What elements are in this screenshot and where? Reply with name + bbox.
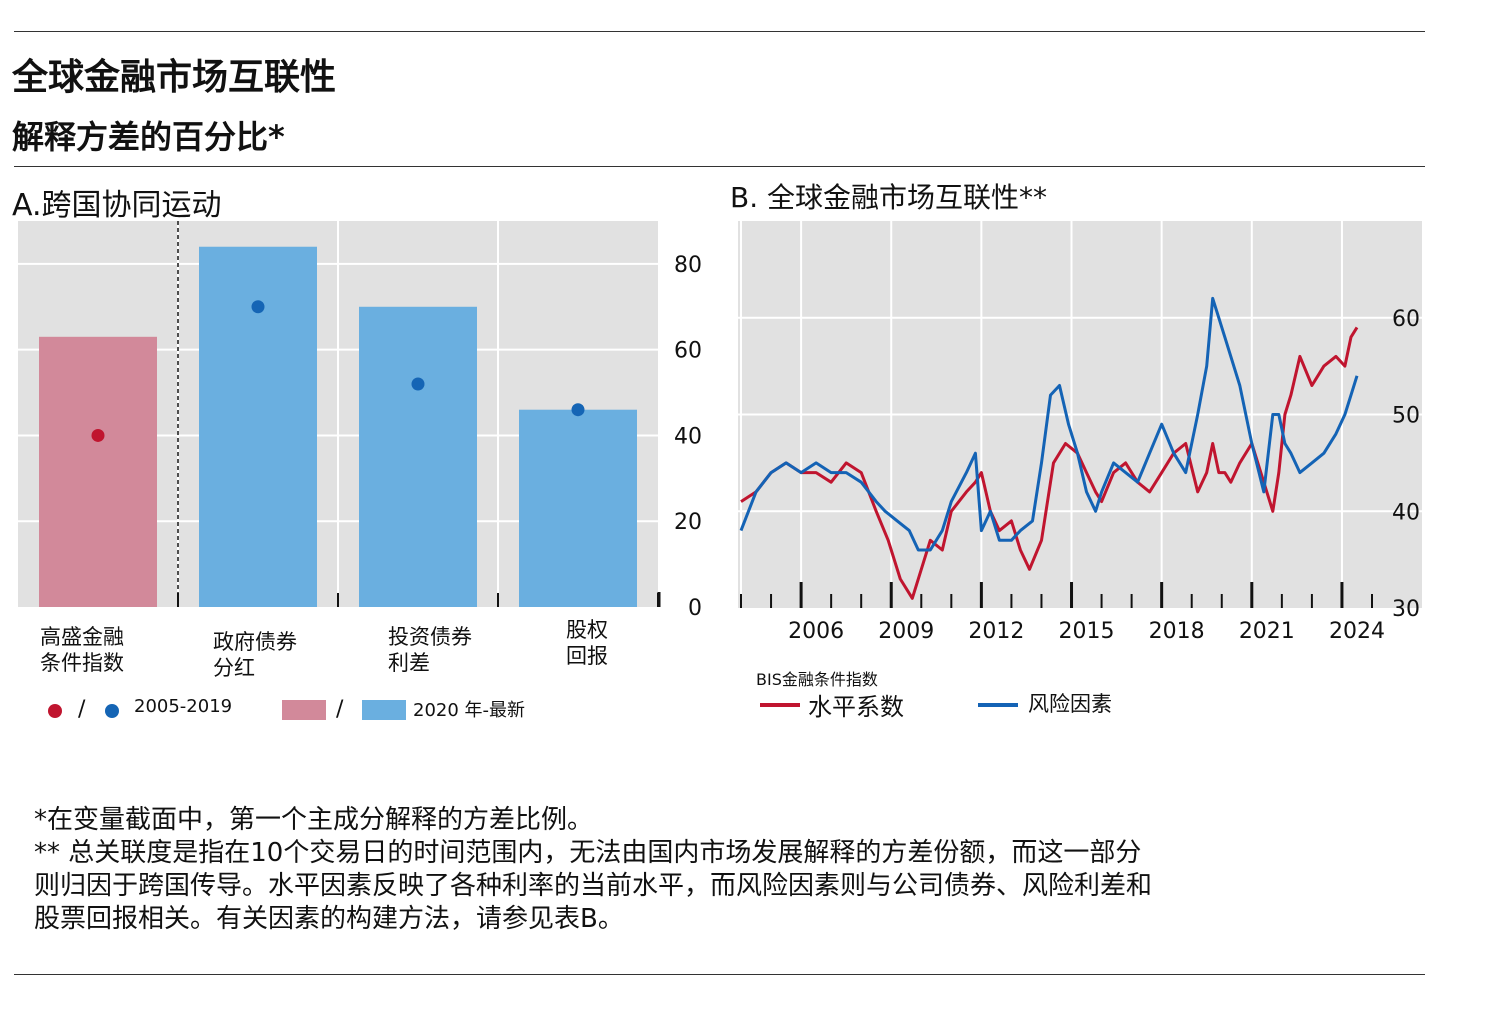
legend-separator: /: [78, 697, 86, 722]
category-label: 股权 回报: [566, 618, 608, 668]
panel-b-title: B. 全球金融市场互联性**: [730, 181, 1048, 214]
y-tick-label-b: 60: [1392, 307, 1420, 332]
legend-series2-label: 风险因素: [1028, 692, 1112, 716]
footnote-line: 股票回报相关。有关因素的构建方法，请参见表B。: [34, 904, 624, 934]
page-subtitle: 解释方差的百分比*: [12, 118, 285, 156]
category-label: 投资债券 利差: [388, 625, 472, 675]
category-label: 高盛金融 条件指数: [40, 625, 124, 675]
y-tick-label-a: 20: [674, 510, 702, 535]
dot-marker: [411, 377, 425, 391]
bar: [359, 306, 477, 607]
legend-red-dot: [48, 704, 62, 718]
y-tick-label-a: 80: [674, 253, 702, 278]
x-tick-label-b: 2018: [1149, 619, 1205, 644]
footnote-line: *在变量截面中，第一个主成分解释的方差比例。: [34, 805, 594, 835]
legend-group-title: BIS金融条件指数: [756, 670, 878, 689]
x-tick-label-b: 2006: [788, 619, 844, 644]
footnotes: *在变量截面中，第一个主成分解释的方差比例。 ** 总关联度是指在10个交易日的…: [34, 804, 1334, 936]
bottom-rule: [14, 974, 1425, 975]
footnote-line: ** 总关联度是指在10个交易日的时间范围内，无法由国内市场发展解释的方差份额，…: [34, 838, 1142, 868]
footnote-line: 则归因于跨国传导。水平因素反映了各种利率的当前水平，而风险因素则与公司债券、风险…: [34, 871, 1153, 901]
x-tick-label-b: 2024: [1329, 619, 1385, 644]
y-tick-label-a: 40: [674, 424, 702, 449]
x-tick-label-b: 2009: [878, 619, 934, 644]
top-rule: [14, 31, 1425, 32]
legend-red-line: [760, 703, 800, 707]
legend-blue-swatch: [362, 700, 406, 720]
dot-marker: [91, 428, 105, 442]
legend-blue-line: [978, 703, 1018, 707]
x-tick-label-b: 2021: [1239, 619, 1295, 644]
dot-marker: [571, 403, 585, 417]
legend-pink-swatch: [282, 700, 326, 720]
panel-a-title: A.跨国协同运动: [12, 188, 222, 223]
legend-bars-label: 2020 年-最新: [413, 700, 526, 721]
y-tick-label-a: 0: [688, 596, 702, 621]
category-label: 政府债券 分红: [213, 630, 297, 680]
y-tick-label-b: 50: [1392, 404, 1420, 429]
legend-dots-label: 2005-2019: [134, 696, 233, 717]
legend-blue-dot: [105, 704, 119, 718]
series-line-level: [740, 326, 1359, 600]
page-title: 全球金融市场互联性: [12, 57, 337, 98]
x-tick-label-b: 2015: [1059, 619, 1115, 644]
series-line-risk: [739, 296, 1359, 552]
legend-series1-label: 水平系数: [808, 693, 904, 721]
bar: [39, 336, 157, 607]
legend-separator: /: [336, 697, 344, 722]
x-tick-label-b: 2012: [968, 619, 1024, 644]
dot-marker: [251, 300, 265, 314]
bar: [519, 409, 637, 607]
y-tick-label-a: 60: [674, 339, 702, 364]
header-rule: [14, 166, 1425, 167]
y-tick-label-b: 30: [1392, 597, 1420, 622]
y-tick-label-b: 40: [1392, 500, 1420, 525]
